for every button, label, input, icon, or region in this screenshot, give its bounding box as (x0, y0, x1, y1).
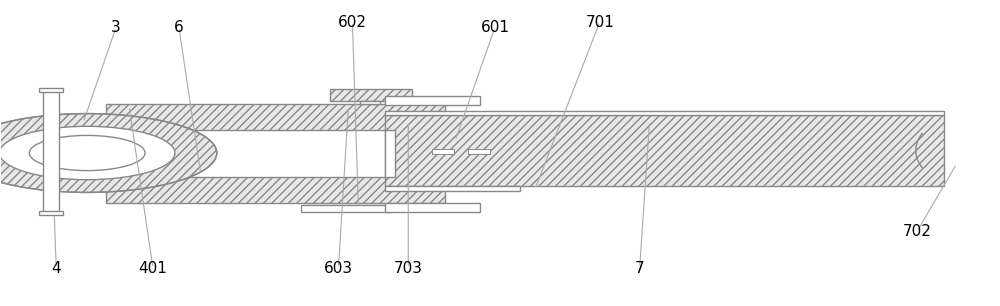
Circle shape (29, 136, 145, 170)
Circle shape (0, 114, 217, 192)
Bar (432, 149, 454, 154)
Bar (39, 88, 63, 92)
Text: 701: 701 (585, 14, 614, 29)
Bar (39, 211, 63, 215)
Circle shape (0, 126, 175, 180)
Text: 3: 3 (111, 20, 121, 35)
Bar (106, 104, 445, 130)
Bar (301, 204, 390, 212)
Text: 602: 602 (338, 14, 367, 29)
Bar (385, 186, 520, 191)
Text: 702: 702 (902, 224, 931, 239)
Text: 4: 4 (51, 261, 61, 276)
Bar (330, 89, 412, 102)
Bar (106, 177, 445, 203)
Text: 703: 703 (394, 261, 423, 276)
Bar (385, 96, 480, 105)
Bar (385, 111, 944, 115)
Text: 401: 401 (139, 261, 167, 276)
Bar (468, 149, 490, 154)
Text: 6: 6 (174, 20, 184, 35)
Text: 601: 601 (481, 20, 510, 35)
Bar (43, 89, 59, 214)
Bar (385, 130, 395, 177)
Text: 603: 603 (324, 261, 353, 276)
Bar (385, 115, 944, 186)
Bar (360, 102, 380, 104)
Bar (385, 203, 480, 212)
Text: 7: 7 (635, 261, 644, 276)
